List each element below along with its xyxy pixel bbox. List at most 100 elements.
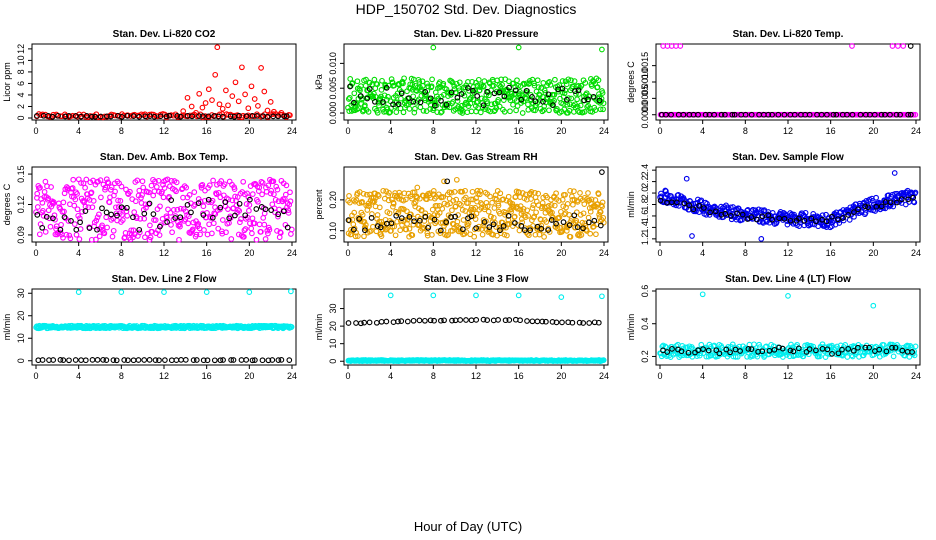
panel-4-sample-point [91, 223, 97, 230]
panel-5-sample-point [571, 188, 577, 195]
panel-2-hourly-point [351, 99, 357, 106]
panel-5-sample-point [352, 233, 359, 240]
panel-7-hourly-point [168, 357, 175, 364]
panel-4-sample-point [246, 207, 252, 214]
panel-3-hourly-point [711, 111, 718, 118]
panel-2-sample-point [577, 102, 584, 109]
panel-6-sample-point [840, 217, 847, 224]
panel-4-hourly-point [222, 199, 229, 205]
panel-1-xtick-label: 24 [287, 126, 297, 136]
panel-6-title: Stan. Dev. Sample Flow [732, 152, 844, 163]
panel-3-hourly-point [775, 111, 782, 118]
panel-9-sample-point [785, 293, 791, 299]
panel-2-sample-point [578, 82, 585, 89]
panel-4-sample-point [177, 205, 184, 212]
panel-5-sample-point [378, 233, 385, 239]
panel-1-sample-point [184, 94, 191, 101]
panel-4-xtick-label: 20 [244, 248, 254, 258]
panel-4-sample-point [168, 222, 174, 228]
panel-4-sample-point [272, 196, 279, 203]
panel-9-sample-point [800, 353, 807, 360]
panel-4-hourly-point [262, 206, 269, 213]
panel-7-xtick-label: 0 [33, 371, 38, 381]
panel-6-hourly-point [910, 194, 917, 201]
panel-5-hourly-point [545, 227, 552, 233]
panel-3-xtick-label: 4 [700, 126, 705, 136]
panel-3-hourly-point [791, 111, 798, 118]
panel-1-xtick-label: 12 [159, 126, 169, 136]
panel-5-sample-point [429, 206, 436, 213]
panel-4-sample-point [255, 188, 262, 194]
panel-8-hourly-point [395, 318, 401, 325]
panel-2-sample-point [549, 99, 556, 105]
panel-4-sample-point [139, 178, 146, 185]
panel-6-hourly-point [898, 196, 905, 203]
panel-9-hourly-point [705, 347, 712, 354]
panel-8-hourly-point [398, 318, 405, 324]
panel-4-hourly-point [103, 209, 110, 216]
panel-8-hourly-point [559, 319, 565, 326]
panel-2-hourly-point [422, 89, 429, 95]
panel-2-sample-point [400, 109, 407, 116]
panel-4-title: Stan. Dev. Amb. Box Temp. [100, 152, 228, 163]
panel-6-sample-point [748, 208, 755, 214]
panel-4-hourly-point [73, 226, 80, 233]
panel-9-hourly-point [829, 351, 835, 357]
panel-5-sample-point [536, 231, 543, 238]
panel-9-hourly-point [664, 349, 671, 355]
panel-5-sample-point [453, 196, 460, 203]
panel-4-hourly-point [34, 212, 41, 218]
panel-5-sample-point [563, 228, 570, 234]
panel-5-sample-point [459, 188, 465, 195]
panel-3-xtick-label: 16 [826, 126, 836, 136]
panel-2-sample-point [354, 78, 361, 85]
panel-1-sample-point [205, 86, 212, 93]
panel-4-sample-point [63, 184, 70, 190]
panel-4-sample-point [253, 236, 260, 243]
panel-9-hourly-point [723, 346, 730, 353]
panel-5-sample-point [543, 219, 550, 225]
panel-1-hourly-point [163, 113, 170, 120]
panel-7-hourly-point [211, 357, 218, 364]
panel-4-sample-point [138, 194, 144, 201]
panel-2-sample-point [345, 96, 352, 102]
panel-5-sample-point [364, 191, 370, 198]
panel-5-sample-point [452, 203, 459, 210]
panel-2-sample-point [458, 106, 465, 113]
panel-4-ylabel: degrees C [2, 183, 12, 225]
panel-5-sample-point [396, 189, 403, 196]
panel-5-sample-point [351, 209, 358, 216]
panel-5: Stan. Dev. Gas Stream RH percent 0 4 8 12 16 20… [314, 152, 609, 258]
panel-4-sample-point [240, 178, 247, 185]
panel-5-sample-point [517, 203, 524, 209]
panel-2-hourly-point [443, 101, 450, 108]
panel-4-sample-point [108, 184, 115, 190]
panel-4-sample-point [270, 178, 277, 185]
panel-5-sample-point [469, 188, 476, 195]
panel-4-sample-point [273, 183, 280, 190]
panel-5-sample-point [511, 213, 518, 220]
panel-2-hourly-point [512, 87, 519, 94]
panel-2-sample-point [349, 80, 356, 86]
panel-5-sample-point [487, 193, 493, 200]
panel-9-hourly-point [889, 344, 895, 351]
panel-7-ytick-label: 0 [16, 358, 26, 363]
panel-1-ytick-label: 12 [16, 44, 26, 54]
panel-4-hourly-point [43, 214, 50, 220]
panel-3-hourly-point [765, 111, 772, 118]
panel-4-sample-point [140, 184, 147, 191]
panel-5-hourly-point [406, 214, 413, 220]
panel-2-title: Stan. Dev. Li-820 Pressure [414, 29, 539, 40]
panel-4-sample-point [265, 182, 272, 189]
panel-4-sample-point [174, 206, 181, 213]
panel-2-sample-point [387, 109, 394, 115]
panel-5-hourly-point [437, 227, 444, 234]
figure-xlabel: Hour of Day (UTC) [414, 519, 522, 534]
panel-9-xtick-label: 0 [657, 371, 662, 381]
panel-5-sample-point [471, 233, 478, 240]
panel-2-hourly-point [364, 95, 371, 102]
panel-9-hourly-point [713, 347, 720, 354]
panel-7-hourly-point [72, 357, 79, 363]
panel-3-hourly-point [731, 111, 738, 118]
panel-2-hourly-point [454, 94, 461, 101]
